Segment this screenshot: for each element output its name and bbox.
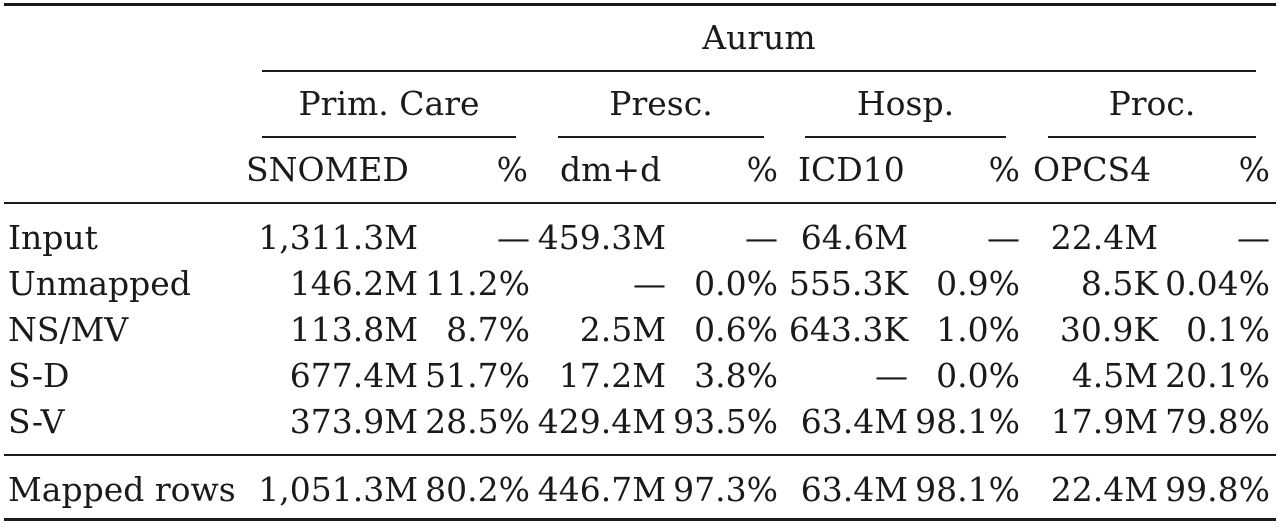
group-rule-presc [558,136,764,138]
column-header-opcs4: OPCS4 [1033,150,1152,189]
table-row-2-cell-pct-proc: 0.04% [1165,264,1270,303]
table-row-3-label: NS/MV [8,310,129,349]
column-header-pct-proc: % [1238,150,1270,189]
table-row-3-cell-pct-hosp: 1.0% [936,310,1020,349]
total-row-cell-snomed: 1,051.3M [258,470,418,509]
table-row-5-cell-icd10: 63.4M [800,402,908,441]
table-row-5-cell-opcs4: 17.9M [1050,402,1158,441]
column-header-dmd: dm+d [560,150,662,189]
column-header-pct-prim-care: % [496,150,528,189]
table-row-4-cell-pct-proc: 20.1% [1165,356,1270,395]
table-row-4-cell-dmd: 17.2M [558,356,666,395]
group-header-prim-care: Prim. Care [298,84,480,123]
table-row-5-cell-pct-proc: 79.8% [1165,402,1270,441]
group-rule-hosp [805,136,1006,138]
table-row-5-cell-snomed: 373.9M [289,402,418,441]
table-row-4-cell-pct-prim-care: 51.7% [425,356,530,395]
table-row-2-cell-pct-prim-care: 11.2% [425,264,530,303]
table-row-1-cell-snomed: 1,311.3M [258,218,418,257]
table-row-1-cell-pct-presc: — [745,218,778,257]
table-row-1-cell-icd10: 64.6M [800,218,908,257]
bottom-rule [4,518,1276,521]
table-row-4-cell-icd10: — [875,356,908,395]
group-header-proc: Proc. [1108,84,1196,123]
total-rule [4,454,1276,456]
top-rule [4,3,1276,6]
table-row-3-cell-icd10: 643.3K [788,310,908,349]
table-row-5-cell-dmd: 429.4M [537,402,666,441]
group-rule-prim-care [262,136,516,138]
table-row-2-cell-icd10: 555.3K [788,264,908,303]
table-row-5-cell-pct-hosp: 98.1% [915,402,1020,441]
table-row-2-cell-snomed: 146.2M [289,264,418,303]
table-row-5-label: S-V [8,402,65,441]
column-header-snomed: SNOMED [246,150,409,189]
table-row-1-cell-pct-hosp: — [987,218,1020,257]
table-row-3-cell-snomed: 113.8M [289,310,418,349]
supergroup-header: Aurum [702,18,816,57]
table-row-3-cell-dmd: 2.5M [579,310,666,349]
table-row-2-label: Unmapped [8,264,191,303]
group-header-presc: Presc. [609,84,713,123]
total-row-cell-pct-hosp: 98.1% [915,470,1020,509]
table-row-1-cell-pct-prim-care: — [497,218,530,257]
total-row-cell-icd10: 63.4M [800,470,908,509]
group-rule-proc [1048,136,1256,138]
column-header-pct-presc: % [746,150,778,189]
column-header-pct-hosp: % [988,150,1020,189]
table-row-1-label: Input [8,218,98,257]
table-row-2-cell-dmd: — [633,264,666,303]
table-row-3-cell-pct-prim-care: 8.7% [446,310,530,349]
table-row-4-cell-opcs4: 4.5M [1071,356,1158,395]
table-row-5-cell-pct-presc: 93.5% [673,402,778,441]
total-row-cell-pct-presc: 97.3% [673,470,778,509]
total-row-label: Mapped rows [8,470,236,509]
table-row-4-cell-snomed: 677.4M [289,356,418,395]
table-row-3-cell-pct-presc: 0.6% [694,310,778,349]
group-header-hosp: Hosp. [856,84,955,123]
table-row-4-label: S-D [8,356,70,395]
total-row-cell-pct-prim-care: 80.2% [425,470,530,509]
column-header-icd10: ICD10 [798,150,905,189]
table-row-2-cell-pct-hosp: 0.9% [936,264,1020,303]
table-row-1-cell-dmd: 459.3M [537,218,666,257]
table-row-3-cell-pct-proc: 0.1% [1186,310,1270,349]
table-row-4-cell-pct-presc: 3.8% [694,356,778,395]
table-row-3-cell-opcs4: 30.9K [1059,310,1158,349]
table-row-2-cell-pct-presc: 0.0% [694,264,778,303]
total-row-cell-dmd: 446.7M [537,470,666,509]
table-row-2-cell-opcs4: 8.5K [1080,264,1158,303]
supergroup-rule [262,70,1256,72]
table-row-1-cell-pct-proc: — [1237,218,1270,257]
table-row-4-cell-pct-hosp: 0.0% [936,356,1020,395]
header-rule [4,202,1276,204]
table-row-5-cell-pct-prim-care: 28.5% [425,402,530,441]
total-row-cell-opcs4: 22.4M [1050,470,1158,509]
total-row-cell-pct-proc: 99.8% [1165,470,1270,509]
table-row-1-cell-opcs4: 22.4M [1050,218,1158,257]
